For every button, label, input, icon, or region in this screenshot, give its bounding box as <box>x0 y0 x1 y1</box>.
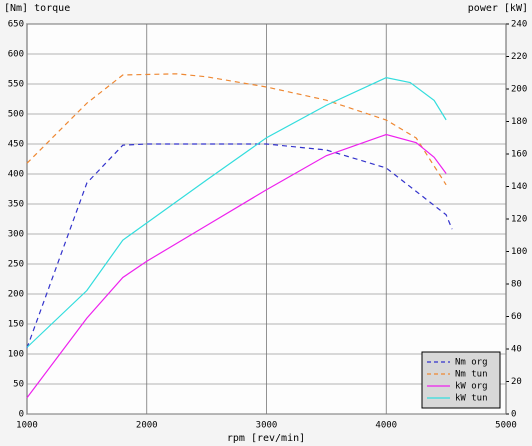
series-line <box>26 133 447 399</box>
series-line <box>26 73 447 186</box>
y2-tick-label: 60 <box>511 312 522 322</box>
y-tick-label: 50 <box>13 380 24 390</box>
series-line <box>26 76 447 348</box>
y-tick-label: 250 <box>8 260 24 270</box>
y2-tick-label: 220 <box>511 52 527 62</box>
y-tick-label: 450 <box>8 140 24 150</box>
y2-tick-label: 140 <box>511 182 527 192</box>
y2-tick-label: 20 <box>511 377 522 387</box>
legend <box>421 351 501 409</box>
y-tick-label: 500 <box>8 110 24 120</box>
x-tick-label: 4000 <box>375 421 397 431</box>
series-line <box>26 143 453 349</box>
legend-label: Nm tun <box>455 370 488 380</box>
y-tick-label: 650 <box>8 20 24 30</box>
y2-tick-label: 200 <box>511 85 527 95</box>
y2-tick-label: 0 <box>511 410 516 420</box>
y2-tick-label: 40 <box>511 345 522 355</box>
x-tick-label: 5000 <box>495 421 517 431</box>
y-tick-label: 550 <box>8 80 24 90</box>
y-axis-title: [Nm] torque <box>4 3 70 14</box>
y-tick-label: 150 <box>8 320 24 330</box>
y2-tick-label: 180 <box>511 117 527 127</box>
x-axis-title: rpm [rev/min] <box>227 433 305 444</box>
x-tick-label: 2000 <box>136 421 158 431</box>
y-tick-label: 100 <box>8 350 24 360</box>
y2-tick-label: 80 <box>511 280 522 290</box>
y-tick-label: 400 <box>8 170 24 180</box>
legend-label: kW tun <box>455 394 488 404</box>
y2-tick-label: 120 <box>511 215 527 225</box>
legend-label: kW org <box>455 382 488 392</box>
y-tick-label: 200 <box>8 290 24 300</box>
y-tick-label: 350 <box>8 200 24 210</box>
y2-tick-label: 240 <box>511 20 527 30</box>
y-tick-label: 300 <box>8 230 24 240</box>
y-tick-label: 600 <box>8 50 24 60</box>
y-tick-label: 0 <box>19 410 24 420</box>
y2-tick-label: 100 <box>511 247 527 257</box>
y2-axis-title: power [kW] <box>468 3 528 14</box>
legend-label: Nm org <box>455 358 488 368</box>
x-tick-label: 3000 <box>256 421 278 431</box>
y2-tick-label: 160 <box>511 150 527 160</box>
x-tick-label: 1000 <box>16 421 38 431</box>
